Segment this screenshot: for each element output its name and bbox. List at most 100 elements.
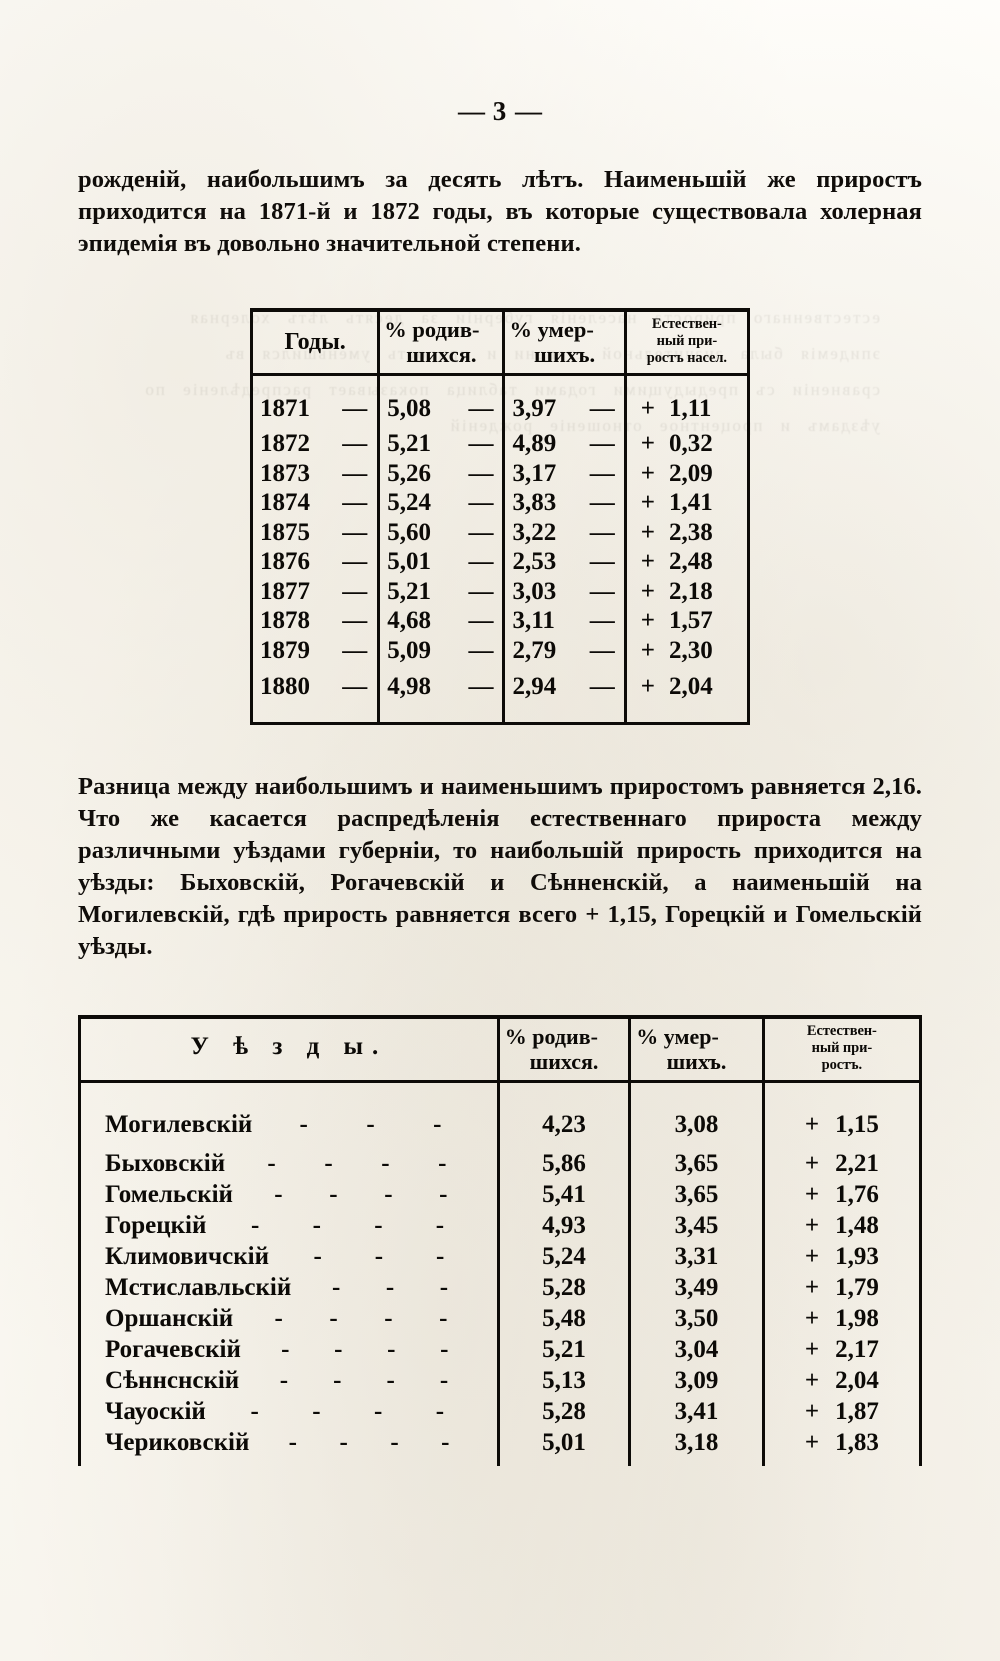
folio-dash-left: — [458,96,485,126]
year-value: 1876 [260,548,310,575]
cell-born: 5,21 — [377,576,504,606]
cell-born: 5,01 — [377,547,504,577]
table-row: Быховскій - - - - 5,86 3,65 +2,21 [78,1148,923,1179]
year-value: 1878 [260,607,310,634]
col-header-growth2-line2: ный при- [811,1040,873,1056]
em-dash: — [342,394,368,422]
cell-died: 3,49 [628,1272,764,1303]
leader-dash: - [332,1274,341,1301]
cell-died: 3,50 [628,1303,764,1334]
folio-dash-right: — [515,96,542,126]
em-dash: — [468,459,494,487]
cell-growth: +2,04 [623,665,751,724]
table-districts-header-row: У ѣ з д ы. % родив- шихся. % умер- шихъ.… [78,1015,923,1083]
growth-value: 2,38 [668,518,713,546]
table-row: 1880 — 4,98 — 2,94 — +2,04 [249,665,751,724]
em-dash: — [589,394,615,422]
cell-growth: +1,93 [761,1241,923,1272]
em-dash: — [468,636,494,664]
table-row: Оршанскій - - - - 5,48 3,50 +1,98 [78,1303,923,1334]
born-value: 5,60 [387,518,432,546]
col-header-growth-2: Естествен- ный при- ростъ. [761,1015,923,1083]
died-value: 3,31 [674,1243,719,1270]
leader-dash: - [439,1274,449,1301]
cell-died: 2,79 — [502,635,626,665]
plus-sign: + [804,1243,820,1270]
cell-district-name: Чауоскій - - - - [78,1396,499,1427]
cell-died: 3,18 [628,1427,764,1466]
cell-born: 5,13 [496,1365,630,1396]
leader-dash: - [373,1398,383,1425]
year-value: 1872 [260,430,310,457]
born-value: 5,28 [542,1398,586,1425]
leader-dash: - [334,1336,343,1363]
col-header-years: Годы. [249,308,379,376]
col-header-died-line2: шихъ. [534,341,596,367]
growth-value: 1,15 [835,1110,879,1138]
leader-dash: - [299,1110,308,1138]
born-value: 5,21 [387,430,432,457]
cell-district-name: Быховскій - - - - [78,1148,499,1179]
died-value: 3,22 [512,518,557,546]
em-dash: — [468,672,494,700]
col-header-died: % умер- шихъ. [502,308,626,376]
died-value: 3,83 [512,489,557,516]
em-dash: — [589,489,615,516]
col-header-born2-line1: % родив- [504,1023,598,1049]
table-row: Чауоскій - - - - 5,28 3,41 +1,87 [78,1396,923,1427]
cell-district-name: Чериковскій - - - - [78,1427,499,1466]
table-row: 1875 — 5,60 — 3,22 — +2,38 [249,517,751,547]
leader-dashes: ---- [241,1334,497,1365]
em-dash: — [589,577,615,605]
em-dash: — [589,672,615,700]
growth-value: 1,57 [668,607,713,634]
em-dash: — [589,430,615,457]
cell-year: 1877 — [249,576,379,606]
leader-dash: - [329,1305,338,1332]
table-row: Сѣннснскій - - - - 5,13 3,09 +2,04 [78,1365,923,1396]
cell-growth: +1,48 [761,1210,923,1241]
born-value: 5,48 [542,1305,586,1332]
leader-dash: - [274,1305,283,1332]
leader-dash: - [386,1367,395,1394]
table-districts: У ѣ з д ы. % родив- шихся. % умер- шихъ.… [78,1015,923,1466]
growth-value: 1,93 [835,1243,879,1270]
leader-dashes: --- [252,1109,496,1140]
cell-died: 2,53 — [502,547,626,577]
cell-born: 5,24 — [377,488,504,518]
plus-sign: + [804,1150,820,1177]
em-dash: — [342,607,368,634]
plus-sign: + [804,1212,820,1239]
paragraph-2: Разница между наибольшимъ и наименьшимъ … [78,773,922,960]
cell-died: 3,45 [628,1210,764,1241]
died-value: 3,65 [674,1181,719,1208]
growth-value: 1,41 [668,489,713,516]
cell-born: 4,98 — [377,665,504,724]
leader-dash: - [250,1398,259,1425]
year-value: 1871 [260,394,310,422]
leader-dash: - [374,1212,383,1239]
cell-died: 3,08 [628,1081,764,1148]
table-years-body: 1871 — 5,08 — 3,97 — +1,11 1872 — 5,21 — 4,89 — +0,32… [249,374,751,724]
cell-growth: +1,57 [623,606,751,636]
died-value: 3,18 [674,1429,719,1456]
em-dash: — [342,548,368,575]
table-row: 1874 — 5,24 — 3,83 — +1,41 [249,488,751,518]
growth-value: 2,18 [668,577,713,605]
plus-sign: + [640,394,655,422]
em-dash: — [468,430,494,457]
em-dash: — [342,577,368,605]
cell-growth: +1,41 [623,488,751,518]
growth-value: 2,04 [835,1367,879,1394]
leader-dash: - [433,1110,442,1138]
leader-dash: - [339,1429,348,1456]
col-header-born-line2: шихся. [406,341,477,367]
em-dash: — [342,459,368,487]
table-row: Чериковскій - - - - 5,01 3,18 +1,83 [78,1427,923,1466]
cell-born: 5,41 [496,1179,630,1210]
col-header-growth-line1: Естествен- [651,316,722,332]
died-value: 4,89 [512,430,557,457]
cell-born: 5,26 — [377,458,504,488]
table-years-head: Годы. % родив- шихся. % умер- шихъ. Есте… [249,308,751,376]
born-value: 4,23 [542,1110,586,1138]
